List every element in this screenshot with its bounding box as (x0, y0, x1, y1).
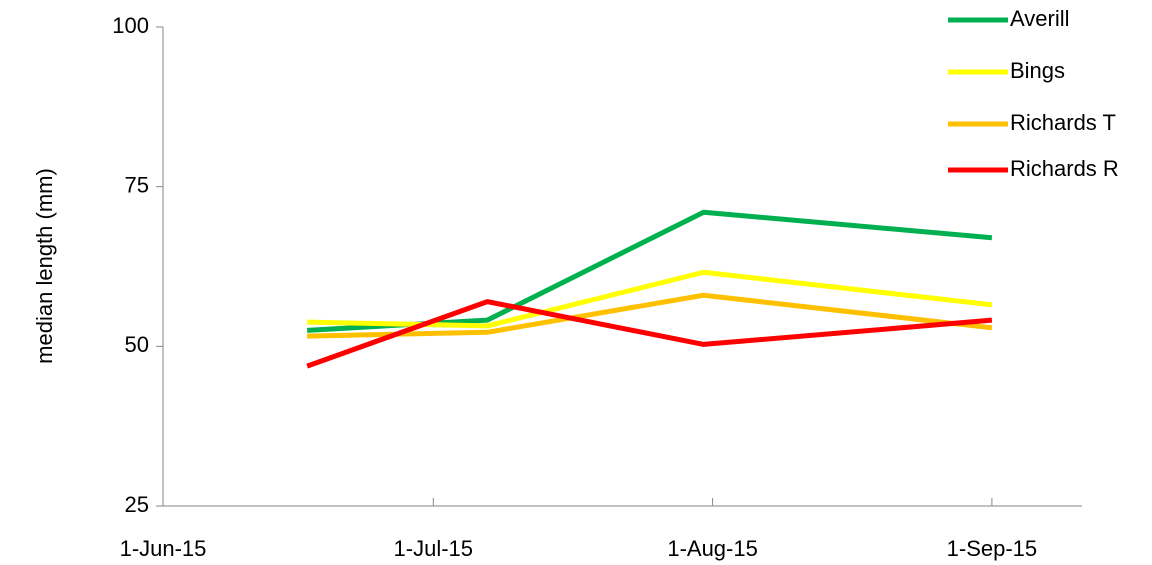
series-line (307, 269, 993, 329)
series-line (306, 299, 993, 369)
legend-label: Richards T (1010, 110, 1116, 135)
legend-label: Richards R (1010, 156, 1119, 181)
x-tick-label: 1-Aug-15 (667, 536, 758, 561)
y-tick-label: 100 (112, 13, 149, 38)
x-tick-label: 1-Jul-15 (394, 536, 473, 561)
legend-label: Bings (1010, 58, 1065, 83)
series-line (307, 209, 993, 333)
x-tick-label: 1-Sep-15 (947, 536, 1038, 561)
y-tick-label: 25 (125, 492, 149, 517)
legend-label: Averill (1010, 6, 1070, 31)
x-tick-label: 1-Jun-15 (120, 536, 207, 561)
y-tick-label: 50 (125, 332, 149, 357)
y-axis-label: median length (mm) (32, 168, 57, 364)
y-tick-label: 75 (125, 172, 149, 197)
